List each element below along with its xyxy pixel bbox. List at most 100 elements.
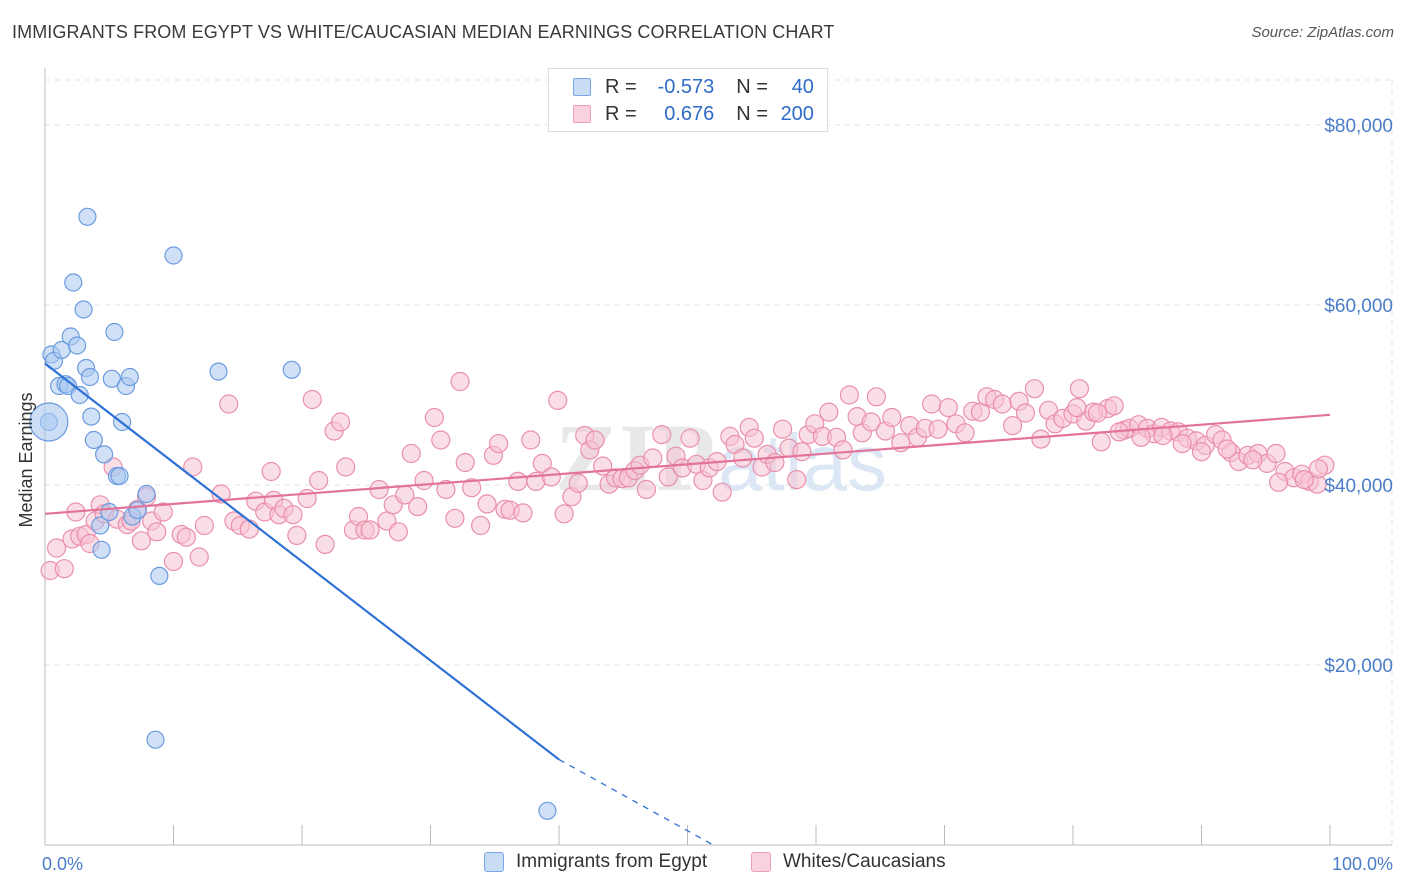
data-point-whites: [532, 453, 552, 473]
data-point-whites: [1003, 416, 1023, 436]
bottom-legend-egypt: Immigrants from Egypt: [484, 851, 707, 873]
data-point-egypt: [538, 801, 557, 820]
x-tick-label-max: 100.0%: [1332, 854, 1393, 874]
data-point-whites: [261, 461, 281, 482]
legend-row-whites: R = 0.676 N = 200: [573, 102, 814, 126]
data-point-egypt: [164, 246, 183, 265]
data-point-egypt: [150, 566, 169, 586]
data-point-egypt: [282, 360, 301, 379]
y-axis-label: Median Earnings: [16, 392, 36, 527]
data-point-whites: [1172, 434, 1192, 454]
data-point-whites: [1091, 432, 1111, 452]
data-point-whites: [882, 407, 902, 428]
data-point-whites: [1294, 470, 1314, 490]
bottom-legend-label-egypt: Immigrants from Egypt: [516, 851, 708, 872]
data-point-egypt: [74, 300, 93, 319]
data-point-whites: [1087, 403, 1108, 423]
legend-swatch-egypt: [573, 78, 591, 96]
data-point-whites: [1031, 429, 1051, 449]
data-point-whites: [330, 412, 351, 432]
axes: [44, 68, 1392, 846]
data-point-whites: [360, 520, 380, 540]
data-point-whites: [819, 402, 839, 422]
series-egypt-points: [29, 207, 557, 820]
data-point-whites: [833, 440, 853, 460]
data-point-whites: [1243, 450, 1263, 470]
data-point-egypt: [209, 362, 228, 381]
data-point-whites: [131, 531, 151, 551]
data-point-whites: [992, 394, 1012, 414]
data-point-whites: [1308, 459, 1329, 479]
data-point-whites: [54, 559, 74, 579]
data-point-egypt: [137, 484, 156, 504]
data-point-whites: [568, 473, 588, 493]
bottom-legend-swatch-whites: [751, 852, 771, 872]
bottom-legend-swatch-egypt: [484, 852, 504, 872]
data-point-whites: [1015, 403, 1036, 423]
data-point-egypt: [82, 407, 101, 426]
data-point-whites: [1024, 379, 1045, 399]
data-point-whites: [194, 515, 214, 536]
data-point-egypt: [91, 516, 110, 535]
chart-title: IMMIGRANTS FROM EGYPT VS WHITE/CAUCASIAN…: [12, 22, 835, 42]
trend-line-egypt: [44, 362, 560, 761]
data-point-egypt: [70, 385, 89, 405]
data-point-egypt: [128, 501, 147, 520]
legend-r-value-egypt: -0.573: [657, 75, 715, 98]
legend: R = -0.573 N = 40 R = 0.676 N = 200: [548, 68, 828, 132]
data-point-whites: [772, 419, 793, 439]
data-point-whites: [1266, 443, 1286, 464]
data-point-whites: [1104, 396, 1124, 416]
y-tick-label: $20,000: [1324, 656, 1393, 677]
data-point-whites: [153, 502, 173, 522]
data-point-whites: [302, 389, 322, 410]
data-point-whites: [861, 412, 881, 432]
data-point-whites: [46, 538, 67, 558]
data-point-whites: [508, 471, 528, 491]
data-point-whites: [680, 428, 700, 448]
data-point-whites: [219, 394, 239, 414]
legend-n-value-egypt: 40: [791, 75, 814, 98]
gridlines: [45, 79, 1393, 845]
data-point-whites: [388, 522, 408, 542]
data-point-egypt: [146, 730, 165, 749]
trend-line-egypt-extension: [558, 758, 714, 846]
data-point-whites: [712, 482, 732, 502]
data-point-whites: [636, 479, 656, 500]
data-point-whites: [408, 497, 428, 517]
legend-n-label: N =: [736, 75, 768, 98]
data-point-whites: [866, 387, 886, 407]
data-point-whites: [401, 443, 421, 464]
data-point-whites: [309, 470, 329, 491]
data-point-egypt: [78, 207, 97, 226]
data-point-whites: [792, 442, 812, 462]
legend-swatch-whites: [573, 105, 591, 123]
data-point-whites: [445, 508, 465, 528]
data-point-egypt: [102, 369, 121, 388]
data-point-whites: [585, 430, 605, 450]
x-tick-label-min: 0.0%: [42, 854, 83, 874]
legend-n-value-whites: 200: [780, 102, 814, 125]
trend-line-whites: [44, 413, 1331, 515]
data-point-whites: [431, 430, 451, 450]
data-point-whites: [1067, 398, 1087, 418]
data-point-whites: [455, 452, 475, 473]
data-point-whites: [1153, 425, 1173, 446]
data-point-whites: [922, 394, 942, 414]
legend-r-label: R =: [605, 75, 637, 98]
data-point-whites: [336, 457, 356, 477]
bottom-legend-whites: Whites/Caucasians: [751, 851, 946, 873]
bottom-legend-label-whites: Whites/Caucasians: [783, 851, 946, 872]
data-point-whites: [955, 423, 975, 443]
data-point-egypt: [105, 322, 124, 342]
legend-n-label: N =: [736, 102, 768, 125]
data-point-whites: [548, 390, 568, 410]
data-point-whites: [1217, 439, 1237, 459]
data-point-whites: [176, 527, 196, 547]
data-point-egypt: [95, 445, 114, 464]
data-point-whites: [414, 470, 434, 491]
x-tick-labels: 0.0% 100.0%: [42, 854, 1393, 874]
data-point-whites: [239, 519, 259, 539]
legend-row-egypt: R = -0.573 N = 40: [573, 75, 814, 99]
data-point-whites: [652, 425, 672, 445]
